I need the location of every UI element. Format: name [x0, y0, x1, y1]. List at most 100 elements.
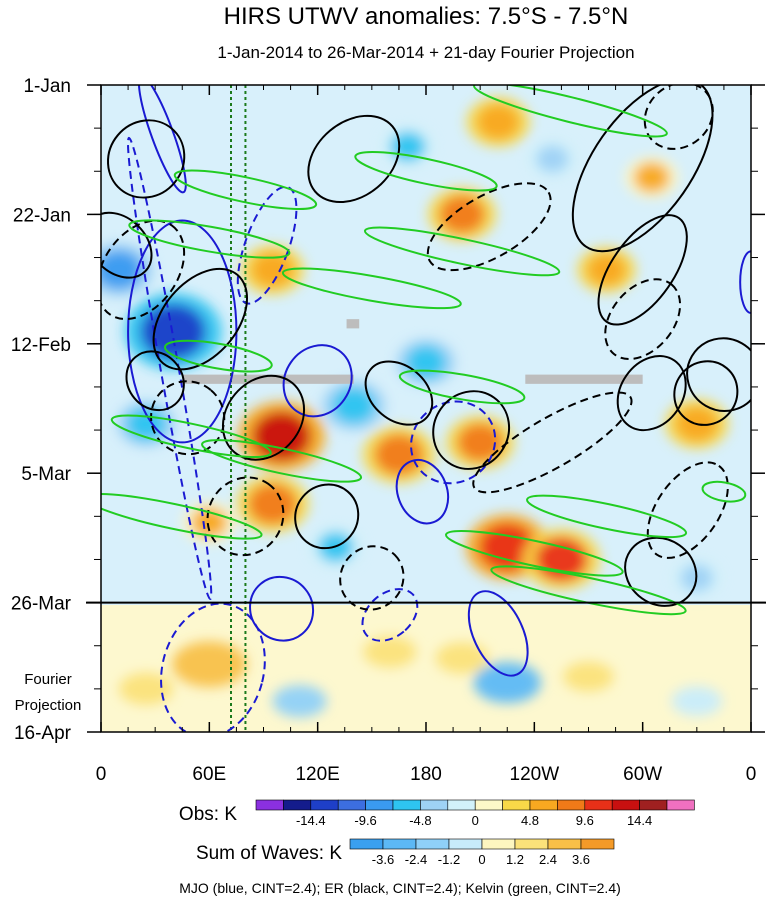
- projection-label-line1: Fourier: [24, 671, 72, 688]
- colorbar-tick-label: 0: [472, 813, 479, 828]
- colorbar-swatch: [420, 799, 449, 811]
- er-contour: [150, 380, 226, 456]
- er-contour: [604, 278, 682, 361]
- x-tick-label: 0: [96, 764, 107, 785]
- colorbar-tick-label: -1.2: [438, 852, 460, 867]
- projection-blob: [563, 661, 614, 692]
- anomaly-blob: [479, 523, 535, 571]
- mjo-contour: [160, 602, 266, 732]
- er-contour: [643, 85, 714, 150]
- colorbar-swatch: [547, 838, 582, 850]
- er-contour: [686, 337, 751, 412]
- colorbar-swatch: [255, 799, 284, 811]
- kelvin-contour: [128, 219, 291, 259]
- kelvin-contour: [101, 493, 263, 540]
- chart-title: HIRS UTWV anomalies: 7.5°S - 7.5°N: [224, 3, 629, 30]
- colorbar-tick-label: -3.6: [372, 852, 394, 867]
- colorbar-tick-label: 2.4: [539, 852, 557, 867]
- projection-blob: [363, 636, 417, 668]
- kelvin-contour: [398, 369, 526, 405]
- anomaly-blob: [477, 104, 520, 140]
- colorbar-swatch: [529, 799, 558, 811]
- projection-blob: [473, 662, 541, 704]
- colorbar-swatch: [448, 838, 483, 850]
- projection-label-line2: Projection: [15, 697, 82, 714]
- colorbar-tick-label: 0: [478, 852, 485, 867]
- mjo-contour: [249, 575, 315, 642]
- x-tick-label: 60E: [192, 764, 226, 785]
- colorbar-swatch: [666, 799, 695, 811]
- kelvin-contour: [526, 494, 688, 539]
- y-tick-label: 22-Jan: [13, 205, 71, 226]
- mjo-contour: [739, 250, 751, 314]
- er-contour: [206, 476, 285, 557]
- kelvin-contour: [363, 226, 561, 277]
- er-contour: [432, 390, 511, 470]
- er-contour: [107, 119, 186, 199]
- kelvin-contour: [173, 169, 318, 211]
- obs-colorbar-label: Obs: K: [179, 804, 237, 825]
- waves-colorbar-label: Sum of Waves: K: [196, 843, 342, 864]
- colorbar-swatch: [474, 799, 503, 811]
- anomaly-blob: [248, 483, 297, 525]
- colorbar-swatch: [584, 799, 613, 811]
- colorbar-swatch: [611, 799, 640, 811]
- colorbar-tick-label: -9.6: [354, 813, 376, 828]
- kelvin-contour: [701, 480, 747, 503]
- wave-legend: MJO (blue, CINT=2.4); ER (black, CINT=2.…: [179, 880, 621, 896]
- x-tick-label: 0: [746, 764, 757, 785]
- colorbar-swatch: [580, 838, 615, 850]
- er-contour: [221, 374, 306, 461]
- colorbar-tick-label: 14.4: [627, 813, 652, 828]
- x-tick-label: 60W: [623, 764, 662, 785]
- kelvin-contour: [354, 151, 498, 192]
- y-tick-label: 5-Mar: [21, 464, 71, 485]
- er-contour: [673, 360, 739, 426]
- plot-area: [101, 85, 751, 732]
- y-tick-label: 16-Apr: [14, 723, 72, 744]
- missing-data-bar: [346, 319, 360, 329]
- anomaly-blob: [251, 252, 294, 288]
- kelvin-contour: [201, 439, 363, 483]
- projection-blob: [119, 672, 174, 705]
- er-contour: [307, 114, 401, 204]
- colorbar-tick-label: -4.8: [409, 813, 431, 828]
- colorbar-swatch: [337, 799, 366, 811]
- er-contour: [472, 391, 633, 494]
- colorbar-swatch: [349, 838, 384, 850]
- kelvin-contour: [281, 267, 462, 310]
- missing-data-bar: [182, 374, 354, 384]
- x-tick-label: 120E: [295, 764, 339, 785]
- er-contour: [152, 267, 249, 371]
- anomaly-blob: [633, 162, 670, 193]
- projection-blob: [671, 686, 723, 716]
- projection-blob: [435, 642, 489, 674]
- mjo-contour: [361, 588, 419, 642]
- er-contour: [624, 536, 698, 607]
- y-tick-label: 1-Jan: [23, 76, 71, 97]
- missing-data-bar: [525, 374, 643, 384]
- colorbar-swatch: [365, 799, 394, 811]
- er-contour: [101, 219, 186, 321]
- colorbar-swatch: [392, 799, 421, 811]
- colorbar-swatch: [639, 799, 668, 811]
- chart-subtitle: 1-Jan-2014 to 26-Mar-2014 + 21-day Fouri…: [217, 43, 634, 62]
- mjo-contour: [467, 590, 529, 677]
- colorbar-swatch: [415, 838, 450, 850]
- colorbar-swatch: [557, 799, 586, 811]
- er-contour: [339, 545, 405, 611]
- colorbar-tick-label: -2.4: [405, 852, 427, 867]
- anomaly-blob: [535, 145, 569, 173]
- anomaly-blob: [406, 345, 446, 379]
- x-tick-label: 120W: [510, 764, 560, 785]
- anomaly-blob: [439, 195, 485, 234]
- x-tick-label: 180: [410, 764, 442, 785]
- er-contour: [597, 214, 688, 326]
- colorbar-swatch: [481, 838, 516, 850]
- colorbar-swatch: [502, 799, 531, 811]
- colorbar-tick-label: 9.6: [576, 813, 594, 828]
- colorbar-swatch: [283, 799, 312, 811]
- colorbar-swatch: [382, 838, 417, 850]
- colorbar-swatch: [310, 799, 339, 811]
- colorbar-tick-label: -14.4: [296, 813, 326, 828]
